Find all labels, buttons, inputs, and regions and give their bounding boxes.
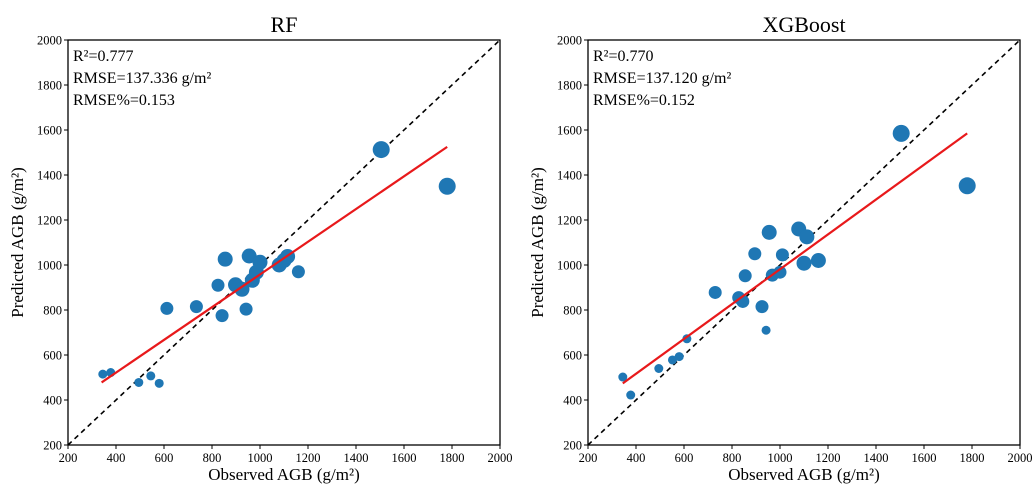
x-tick-label: 1600 xyxy=(912,451,937,465)
scatter-point xyxy=(134,377,144,387)
scatter-point xyxy=(892,124,910,142)
y-tick-label: 200 xyxy=(43,439,62,453)
x-tick-label: 200 xyxy=(579,451,598,465)
metric-annotation: RMSE%=0.152 xyxy=(593,92,695,109)
scatter-point xyxy=(146,371,156,381)
x-tick-label: 1800 xyxy=(440,451,465,465)
x-tick-label: 800 xyxy=(723,451,742,465)
scatter-point xyxy=(799,229,815,245)
scatter-point xyxy=(211,278,225,292)
scatter-point xyxy=(438,177,456,195)
chart-panel-1: RF 200 400 600 800 1000 1200 1400 1600 1800 2000 20… xyxy=(8,12,513,484)
y-tick-label: 1800 xyxy=(557,79,582,93)
scatter-point xyxy=(215,309,229,323)
y-tick-label: 600 xyxy=(43,349,62,363)
scatter-point xyxy=(154,378,164,388)
plot-frame xyxy=(67,39,501,446)
scatter-point xyxy=(775,248,789,262)
scatter-point xyxy=(234,281,250,297)
y-tick-label: 1800 xyxy=(37,79,62,93)
y-tick-label: 1400 xyxy=(557,169,582,183)
scatter-point xyxy=(626,390,636,400)
y-tick-label: 1600 xyxy=(557,124,582,138)
regression-fit-line xyxy=(100,145,448,384)
x-tick-label: 600 xyxy=(155,451,174,465)
y-tick-label: 2000 xyxy=(557,34,582,48)
y-tick-label: 600 xyxy=(563,349,582,363)
scatter-point xyxy=(761,224,777,240)
x-tick-label: 600 xyxy=(675,451,694,465)
plot-frame xyxy=(587,39,1021,446)
y-tick-label: 1400 xyxy=(37,169,62,183)
x-axis-label: Observed AGB (g/m²) xyxy=(728,465,879,484)
chart-title: RF xyxy=(271,12,298,37)
metric-annotation: RMSE=137.120 g/m² xyxy=(593,70,731,87)
x-axis-label: Observed AGB (g/m²) xyxy=(208,465,359,484)
y-tick-label: 1000 xyxy=(37,259,62,273)
y-tick-label: 200 xyxy=(563,439,582,453)
scatter-point xyxy=(372,141,390,159)
y-tick-label: 400 xyxy=(563,394,582,408)
scatter-point xyxy=(810,253,826,268)
x-tick-label: 1600 xyxy=(392,451,417,465)
scatter-point xyxy=(773,265,787,279)
y-axis-label: Predicted AGB (g/m²) xyxy=(8,167,27,318)
x-tick-label: 2000 xyxy=(488,451,513,465)
chart-panel-2: XGBoost 200 400 600 800 1000 1200 1400 1600 1800 2… xyxy=(528,12,1033,484)
scatter-point xyxy=(708,285,722,299)
x-tick-label: 200 xyxy=(59,451,78,465)
scatter-point xyxy=(796,255,812,271)
scatter-point xyxy=(654,364,664,373)
x-tick-label: 1200 xyxy=(296,451,321,465)
metric-annotation: RMSE%=0.153 xyxy=(73,92,175,109)
scatter-point xyxy=(252,254,268,270)
y-tick-label: 400 xyxy=(43,394,62,408)
x-tick-label: 1400 xyxy=(344,451,369,465)
scatter-point xyxy=(738,269,752,283)
y-tick-label: 2000 xyxy=(37,34,62,48)
regression-fit-line xyxy=(622,132,968,385)
scatter-point xyxy=(761,325,771,335)
y-axis-label: Predicted AGB (g/m²) xyxy=(528,167,547,318)
y-tick-label: 1200 xyxy=(37,214,62,228)
scatter-point xyxy=(748,247,762,261)
y-tick-label: 1600 xyxy=(37,124,62,138)
metric-annotation: R²=0.777 xyxy=(73,48,134,65)
scatter-point xyxy=(98,369,108,379)
scatter-point xyxy=(291,265,305,279)
chart-title: XGBoost xyxy=(762,12,845,37)
scatter-point xyxy=(667,355,677,365)
scatter-point xyxy=(217,251,233,267)
x-tick-label: 1000 xyxy=(248,451,273,465)
scatter-point xyxy=(189,300,203,314)
x-tick-label: 2000 xyxy=(1008,451,1033,465)
x-tick-label: 1800 xyxy=(960,451,985,465)
scatter-point xyxy=(239,302,253,316)
x-tick-label: 400 xyxy=(107,451,126,465)
scatter-point xyxy=(674,352,684,362)
y-tick-label: 1000 xyxy=(557,259,582,273)
x-tick-label: 1400 xyxy=(864,451,889,465)
x-tick-label: 1000 xyxy=(768,451,793,465)
scatter-point xyxy=(618,372,628,382)
metric-annotation: RMSE=137.336 g/m² xyxy=(73,70,211,87)
y-tick-label: 1200 xyxy=(557,214,582,228)
scatter-point xyxy=(958,177,976,195)
x-tick-label: 400 xyxy=(627,451,646,465)
x-tick-label: 1200 xyxy=(816,451,841,465)
x-tick-label: 800 xyxy=(203,451,222,465)
y-tick-label: 800 xyxy=(563,304,582,318)
scatter-point xyxy=(160,301,174,315)
metric-annotation: R²=0.770 xyxy=(593,48,654,65)
scatter-point xyxy=(755,300,769,314)
y-tick-label: 800 xyxy=(43,304,62,318)
